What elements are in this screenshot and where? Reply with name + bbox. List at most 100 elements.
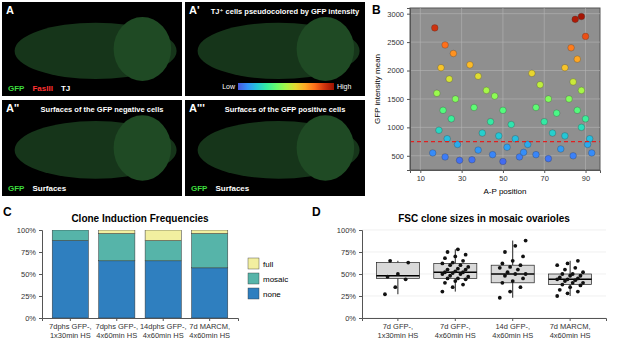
channel-label: GFP xyxy=(8,184,25,193)
tick-label: 14dphs GFP-,4x60min HS xyxy=(140,322,187,340)
tick-mark xyxy=(39,230,42,231)
point xyxy=(483,87,490,94)
tick: 7dphs GFP-,1x30min HS xyxy=(49,318,92,340)
tick-label: 2500 xyxy=(387,38,404,47)
point xyxy=(456,247,460,251)
tick: 75% xyxy=(341,248,362,257)
point xyxy=(581,281,585,285)
tick-mark xyxy=(586,170,587,173)
x-axis: 1030507090 xyxy=(411,170,601,183)
tick: 500 xyxy=(391,152,410,161)
tick-label: 7dphs GFP-,1x30min HS xyxy=(49,322,92,340)
tick-label: 7d MARCM,4x60min HS xyxy=(189,322,230,340)
box xyxy=(434,263,477,278)
point xyxy=(393,285,397,289)
box xyxy=(376,263,419,279)
bar-segment xyxy=(145,261,181,318)
panel-label: A' xyxy=(189,4,200,16)
point xyxy=(498,266,502,270)
point xyxy=(582,116,589,123)
axis-title: A-P position xyxy=(484,187,527,196)
point xyxy=(446,268,450,272)
panel-label: B xyxy=(372,3,381,17)
bar-segment xyxy=(192,234,228,268)
bar-segment xyxy=(52,230,88,231)
point xyxy=(521,277,525,281)
tick-label: 50 xyxy=(499,174,507,183)
point xyxy=(562,133,569,140)
box xyxy=(491,265,534,283)
panel-label: A''' xyxy=(189,102,205,114)
tick: 7d GFP-,4x60min HS xyxy=(435,318,476,340)
plot-area xyxy=(52,230,228,318)
tick: 1000 xyxy=(387,123,410,132)
tissue-silhouette xyxy=(297,17,355,81)
tick: 25% xyxy=(341,292,362,301)
tick-mark xyxy=(163,318,164,321)
colorbar xyxy=(238,83,334,90)
tick: 3000 xyxy=(387,10,410,19)
grid-line xyxy=(362,296,606,297)
point xyxy=(487,118,494,125)
tick-mark xyxy=(116,318,117,321)
point xyxy=(440,262,444,266)
point xyxy=(456,267,460,271)
plot-area xyxy=(376,239,591,300)
point xyxy=(456,277,460,281)
axis-line xyxy=(39,231,43,319)
point xyxy=(557,146,564,153)
axis-line xyxy=(43,319,239,322)
image-background xyxy=(2,100,182,196)
point xyxy=(467,62,474,69)
point xyxy=(508,290,512,294)
point xyxy=(503,274,507,278)
point xyxy=(466,275,470,279)
bar-segment xyxy=(192,230,228,234)
legend: fullmosaicnone xyxy=(248,258,288,299)
point xyxy=(475,73,482,80)
point xyxy=(498,296,502,300)
point xyxy=(513,244,517,248)
tick-mark xyxy=(359,230,362,231)
point xyxy=(563,268,567,272)
point xyxy=(475,147,482,154)
legend-swatch xyxy=(248,273,259,284)
point xyxy=(558,288,562,292)
point xyxy=(570,79,577,86)
tick-mark xyxy=(209,318,210,321)
tick-label: 14d GFP-,4x60min HS xyxy=(492,322,533,340)
tick-label: 75% xyxy=(21,248,36,257)
point xyxy=(396,272,400,276)
point xyxy=(562,64,569,71)
image-panel: A'''Surfaces of the GFP positive cellsGF… xyxy=(185,100,365,196)
tick-mark xyxy=(39,252,42,253)
point xyxy=(464,253,468,257)
tick-mark xyxy=(39,274,42,275)
tick-label: 0% xyxy=(345,314,356,323)
point xyxy=(588,150,595,157)
bar-segment xyxy=(52,230,88,241)
point xyxy=(560,283,564,287)
point xyxy=(545,155,552,162)
axis-line xyxy=(407,9,411,171)
tick: 50% xyxy=(341,270,362,279)
panel-label: D xyxy=(312,205,321,219)
point xyxy=(500,281,504,285)
y-axis: 0%25%50%75%100% xyxy=(337,226,363,323)
panel-title: Surfaces of the GFP negative cells xyxy=(41,105,164,114)
tissue-silhouette xyxy=(114,115,172,180)
point xyxy=(442,154,449,161)
tick-label: 50% xyxy=(341,270,356,279)
legend-label: mosaic xyxy=(263,275,288,284)
tick-label: 0% xyxy=(25,314,36,323)
tick-label: 7d GFP-,1x30min HS xyxy=(377,322,418,340)
point xyxy=(570,152,577,159)
axis-title: GFP intensity mean xyxy=(373,54,382,124)
x-axis: 7d GFP-,1x30min HS 7d GFP-,4x60min HS 14d … xyxy=(363,318,607,340)
tick-mark xyxy=(407,127,410,128)
point xyxy=(555,263,559,267)
tick: 25% xyxy=(21,292,42,301)
image-background xyxy=(2,2,182,96)
point xyxy=(568,44,575,51)
point xyxy=(578,87,585,94)
